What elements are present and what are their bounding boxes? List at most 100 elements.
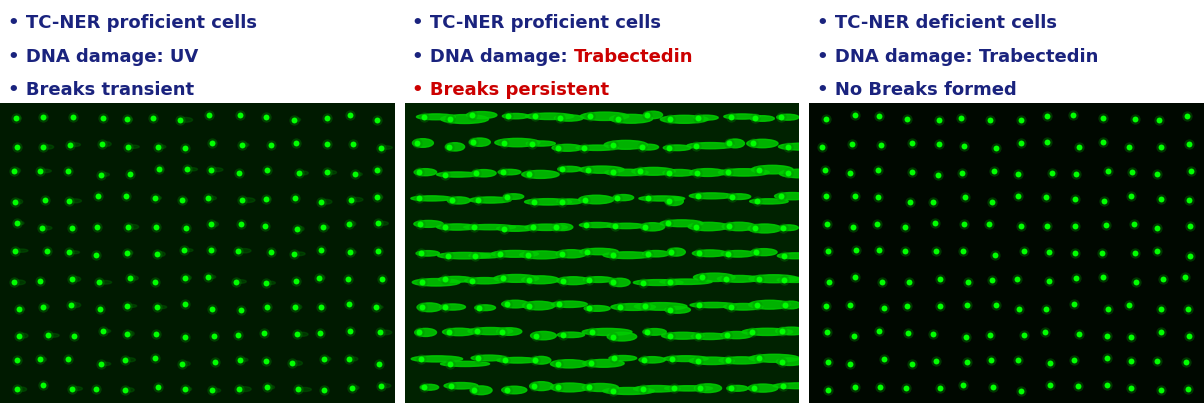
- Point: [175, 301, 194, 307]
- Point: [367, 167, 386, 173]
- Point: [175, 274, 194, 281]
- Point: [495, 225, 514, 232]
- Point: [745, 225, 765, 232]
- Point: [775, 302, 795, 308]
- Point: [980, 220, 999, 227]
- Point: [955, 220, 974, 227]
- Point: [343, 141, 362, 147]
- Point: [845, 274, 864, 280]
- Point: [172, 361, 191, 367]
- Point: [256, 114, 276, 120]
- Point: [202, 139, 222, 146]
- Ellipse shape: [718, 275, 760, 282]
- Ellipse shape: [354, 172, 362, 176]
- Point: [1008, 193, 1027, 199]
- Point: [492, 275, 512, 282]
- Point: [64, 113, 83, 120]
- Ellipse shape: [603, 252, 653, 259]
- Point: [1015, 332, 1034, 339]
- Point: [638, 251, 657, 257]
- Point: [435, 171, 454, 178]
- Point: [117, 193, 136, 199]
- Point: [494, 139, 513, 146]
- Point: [1009, 171, 1028, 177]
- Ellipse shape: [554, 115, 584, 121]
- Point: [149, 166, 169, 172]
- Point: [1125, 220, 1144, 227]
- Point: [980, 332, 999, 338]
- Point: [1147, 358, 1167, 365]
- Point: [314, 387, 334, 393]
- Point: [10, 306, 29, 312]
- Ellipse shape: [470, 138, 490, 146]
- Point: [340, 301, 359, 307]
- Point: [412, 279, 431, 285]
- Ellipse shape: [719, 169, 769, 176]
- Point: [547, 224, 566, 231]
- Ellipse shape: [378, 330, 391, 335]
- Point: [901, 199, 920, 205]
- Point: [341, 196, 360, 203]
- Ellipse shape: [579, 166, 624, 173]
- Text: • Breaks transient: • Breaks transient: [8, 81, 194, 100]
- Ellipse shape: [294, 305, 302, 310]
- Ellipse shape: [779, 143, 826, 150]
- Point: [258, 304, 277, 311]
- Ellipse shape: [126, 224, 138, 229]
- Point: [30, 278, 49, 285]
- Point: [689, 333, 708, 340]
- Point: [1064, 357, 1084, 363]
- Point: [519, 302, 538, 309]
- Ellipse shape: [444, 382, 478, 389]
- Point: [1093, 274, 1112, 280]
- Point: [87, 385, 106, 392]
- Point: [525, 113, 544, 120]
- Ellipse shape: [412, 356, 462, 362]
- Point: [774, 382, 793, 389]
- Point: [497, 301, 517, 307]
- Point: [1093, 139, 1112, 145]
- Point: [258, 384, 277, 391]
- Point: [633, 386, 653, 392]
- Point: [120, 171, 140, 177]
- Point: [869, 247, 889, 253]
- Ellipse shape: [663, 145, 691, 151]
- Ellipse shape: [556, 277, 590, 285]
- Point: [579, 276, 598, 283]
- Ellipse shape: [523, 301, 555, 310]
- Point: [1179, 386, 1198, 393]
- Point: [495, 357, 514, 364]
- Point: [553, 166, 572, 172]
- Point: [1040, 382, 1060, 388]
- Text: • No Breaks formed: • No Breaks formed: [818, 81, 1016, 100]
- Point: [309, 274, 329, 281]
- Point: [524, 224, 543, 231]
- Point: [661, 249, 680, 255]
- Point: [414, 384, 433, 391]
- Point: [818, 359, 837, 365]
- Point: [92, 361, 111, 367]
- Point: [928, 171, 948, 178]
- Ellipse shape: [474, 305, 496, 311]
- Point: [87, 251, 106, 258]
- Point: [603, 388, 622, 394]
- Point: [980, 117, 999, 124]
- Point: [929, 117, 949, 123]
- Point: [414, 114, 433, 120]
- Point: [93, 115, 112, 121]
- Point: [1011, 222, 1031, 229]
- Text: • DNA damage: UV: • DNA damage: UV: [8, 48, 199, 66]
- Point: [34, 114, 53, 120]
- Point: [118, 116, 137, 123]
- Ellipse shape: [182, 361, 190, 366]
- Point: [466, 252, 485, 259]
- Ellipse shape: [551, 301, 588, 307]
- Point: [553, 198, 572, 205]
- Point: [1038, 113, 1057, 120]
- Ellipse shape: [211, 222, 218, 226]
- Ellipse shape: [67, 251, 79, 254]
- Point: [954, 248, 973, 255]
- Point: [819, 386, 838, 393]
- Ellipse shape: [583, 383, 619, 391]
- Ellipse shape: [472, 170, 496, 177]
